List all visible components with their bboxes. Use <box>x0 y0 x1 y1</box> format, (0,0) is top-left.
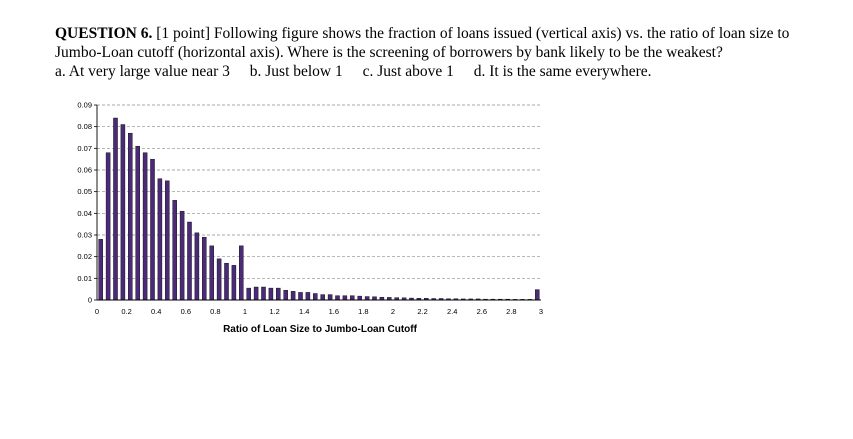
x-tick-label: 1.2 <box>269 307 279 316</box>
bar <box>253 286 259 301</box>
gridlines <box>97 104 541 279</box>
y-tick-label: 0.09 <box>77 101 92 110</box>
question-block: QUESTION 6. [1 point] Following figure s… <box>55 24 835 81</box>
y-tick-label: 0.02 <box>77 252 92 261</box>
option-b: b. Just below 1 <box>249 63 343 80</box>
axes: 0 0.01 0.02 0.03 0.04 0.05 0.06 0.07 0.08 0.09 0 0.… <box>77 101 543 317</box>
bar <box>283 290 288 301</box>
bar <box>268 287 274 301</box>
bar <box>224 262 229 301</box>
y-tick-label: 0 <box>88 296 92 305</box>
bar <box>98 239 103 301</box>
x-tick-label: 1.8 <box>358 307 368 316</box>
option-c: c. Just above 1 <box>362 63 454 80</box>
x-tick-label: 0.2 <box>121 307 131 316</box>
bar <box>305 292 311 301</box>
option-a: a. At very large value near 3 <box>55 63 230 80</box>
bar <box>364 296 370 301</box>
bar <box>290 291 296 301</box>
y-tick-label: 0.08 <box>77 122 92 131</box>
question-text: [1 point] Following figure shows the fra… <box>55 25 790 61</box>
y-tick-label: 0.03 <box>77 231 92 240</box>
bar <box>239 245 244 301</box>
bar <box>372 296 377 301</box>
y-tick-label: 0.04 <box>77 209 92 218</box>
bar <box>105 152 111 301</box>
bar <box>150 158 155 301</box>
x-tick-label: 2.2 <box>417 307 427 316</box>
bars <box>98 117 540 301</box>
bar <box>320 294 325 301</box>
bar <box>313 293 318 301</box>
answer-options: a. At very large value near 3 b. Just be… <box>55 62 835 81</box>
bar <box>261 286 266 301</box>
question-number: QUESTION 6. <box>55 25 153 42</box>
y-tick-label: 0.01 <box>77 274 92 283</box>
y-tick-label: 0.06 <box>77 166 92 175</box>
bar <box>194 232 200 301</box>
bar <box>216 258 222 301</box>
x-tick-label: 0.8 <box>210 307 220 316</box>
bar <box>113 117 118 301</box>
option-d: d. It is the same everywhere. <box>473 63 652 80</box>
bar <box>342 295 348 301</box>
bar <box>231 265 237 301</box>
x-tick-label: 0.6 <box>181 307 191 316</box>
bar <box>357 295 362 301</box>
bar <box>179 210 185 301</box>
x-tick-label: 0 <box>95 307 99 316</box>
bar <box>298 292 303 301</box>
question-prompt: QUESTION 6. [1 point] Following figure s… <box>55 24 835 62</box>
bar <box>335 295 340 301</box>
bar <box>172 200 177 301</box>
x-tick-label: 2.4 <box>447 307 457 316</box>
x-tick-label: 1 <box>243 307 247 316</box>
bar <box>128 132 133 301</box>
bar <box>350 295 355 301</box>
x-tick-label: 1.4 <box>299 307 309 316</box>
bar <box>120 124 126 301</box>
x-tick-label: 0.4 <box>151 307 161 316</box>
bar <box>535 289 540 301</box>
bar <box>135 145 140 301</box>
bar <box>165 180 170 301</box>
x-tick-label: 1.6 <box>329 307 339 316</box>
bar <box>276 287 281 301</box>
x-axis-label: Ratio of Loan Size to Jumbo-Loan Cutoff <box>223 324 418 335</box>
bar <box>157 178 163 301</box>
bar <box>246 287 251 301</box>
bar <box>209 245 214 301</box>
x-tick-label: 2 <box>391 307 395 316</box>
bar <box>142 152 148 301</box>
x-tick-label: 2.6 <box>477 307 487 316</box>
x-tick-label: 2.8 <box>506 307 516 316</box>
bar <box>187 221 192 301</box>
y-tick-label: 0.07 <box>77 144 92 153</box>
bar <box>327 294 333 301</box>
x-tick-label: 3 <box>539 307 543 316</box>
bar <box>202 236 207 301</box>
y-tick-label: 0.05 <box>77 187 92 196</box>
